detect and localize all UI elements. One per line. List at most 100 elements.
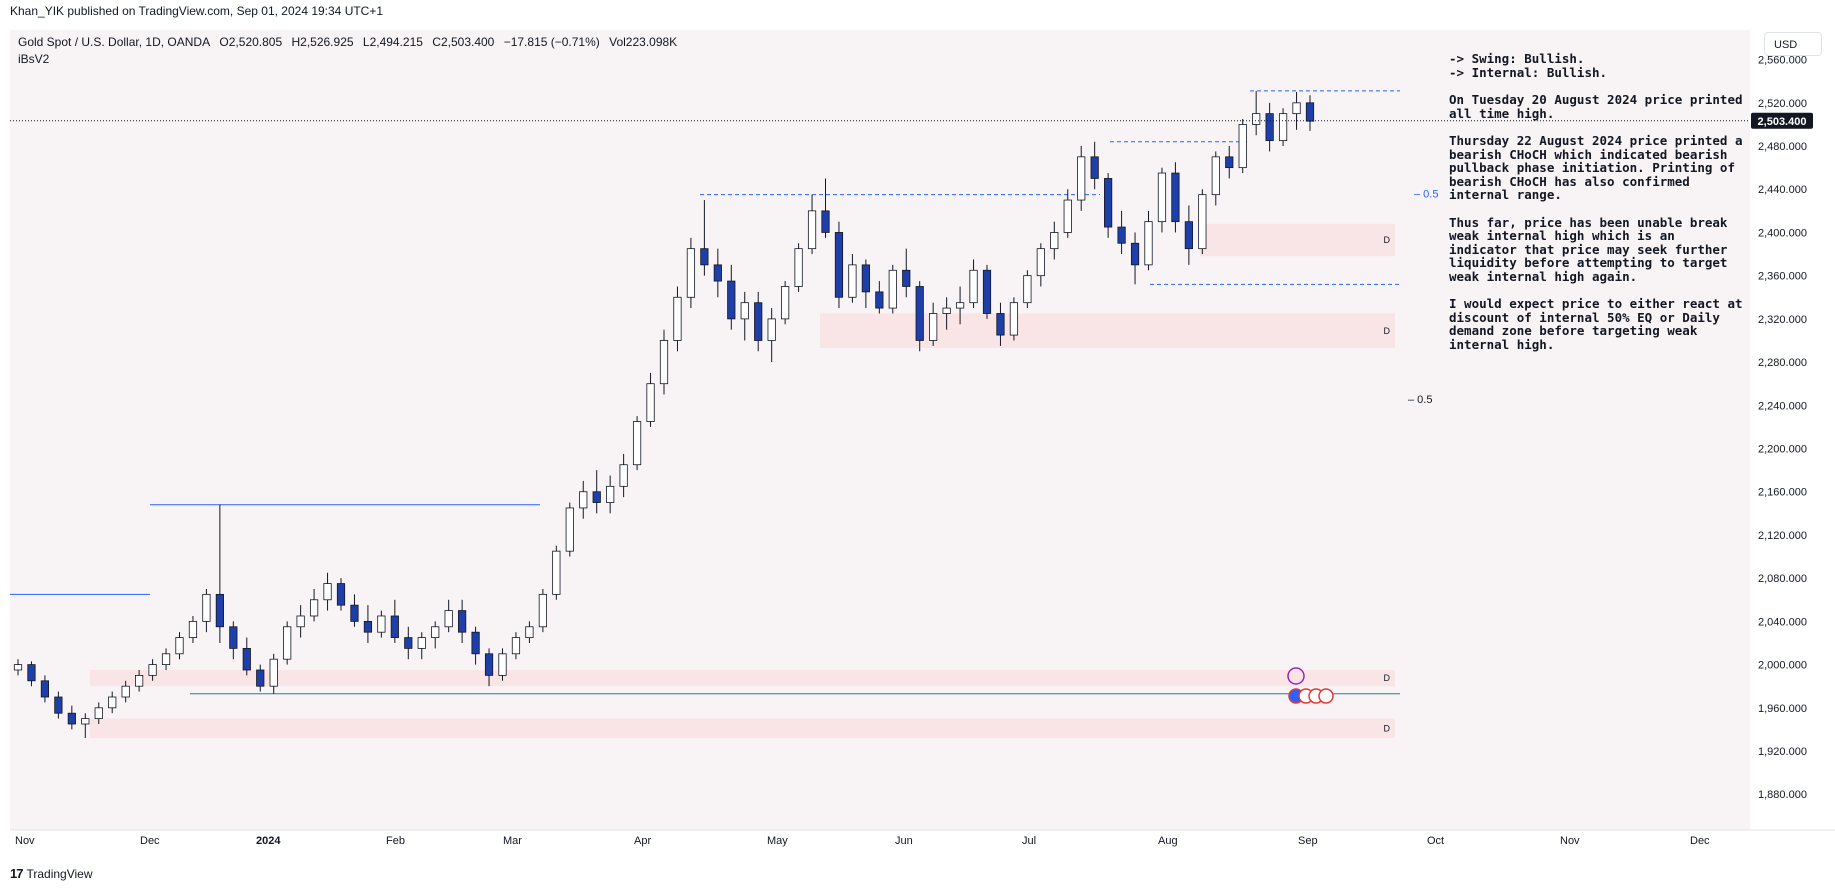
candle[interactable] — [390, 615, 399, 638]
candle[interactable] — [188, 620, 198, 638]
candle[interactable] — [982, 269, 992, 314]
candle[interactable] — [54, 696, 63, 714]
candle[interactable] — [727, 280, 736, 320]
candle[interactable] — [807, 210, 817, 250]
candle[interactable] — [915, 286, 924, 341]
price-chart[interactable]: D D D D – 0.5 – 0.5 2,503.400 1,880.000 1,920.00… — [10, 30, 1835, 856]
candle[interactable] — [1063, 199, 1072, 233]
candle[interactable] — [13, 664, 23, 671]
candle[interactable] — [417, 637, 426, 649]
candle[interactable] — [1171, 172, 1180, 223]
candle[interactable] — [525, 626, 534, 638]
candle[interactable] — [659, 340, 669, 385]
candle[interactable] — [1252, 113, 1261, 125]
candle[interactable] — [1292, 102, 1301, 115]
chart-area[interactable]: D D D D – 0.5 – 0.5 2,503.400 1,880.000 1,920.00… — [10, 30, 1835, 856]
candle[interactable] — [1198, 194, 1207, 250]
candle[interactable] — [336, 583, 346, 606]
candle[interactable] — [996, 313, 1005, 336]
candle[interactable] — [619, 464, 628, 487]
candle[interactable] — [1305, 102, 1315, 122]
candle[interactable] — [686, 248, 696, 298]
candle[interactable] — [377, 615, 386, 633]
candle[interactable] — [1050, 232, 1059, 250]
candle[interactable] — [363, 620, 373, 633]
candle[interactable] — [1090, 156, 1099, 179]
candle[interactable] — [781, 286, 790, 320]
candle[interactable] — [861, 264, 870, 293]
candle[interactable] — [1265, 113, 1274, 142]
candle[interactable] — [148, 664, 157, 676]
candle[interactable] — [404, 637, 413, 649]
candle[interactable] — [1225, 156, 1234, 169]
candle[interactable] — [215, 593, 224, 628]
candle[interactable] — [1144, 221, 1153, 266]
candle[interactable] — [1077, 156, 1086, 201]
candle[interactable] — [565, 507, 574, 552]
candle[interactable] — [713, 264, 722, 282]
candle[interactable] — [821, 210, 830, 233]
candle[interactable] — [283, 626, 292, 660]
candle[interactable] — [27, 664, 36, 682]
candle[interactable] — [942, 307, 951, 314]
candle[interactable] — [108, 696, 117, 709]
indicator-label[interactable]: iBsV2 — [18, 52, 50, 66]
candle[interactable] — [848, 264, 857, 298]
candle[interactable] — [955, 302, 965, 309]
candle[interactable] — [309, 599, 319, 617]
candle[interactable] — [1211, 156, 1220, 196]
candle[interactable] — [350, 604, 359, 622]
candle[interactable] — [484, 653, 494, 676]
candle[interactable] — [754, 302, 763, 341]
candle[interactable] — [202, 593, 211, 622]
tradingview-logo[interactable]: 17 TradingView — [10, 866, 93, 881]
candle[interactable] — [969, 269, 978, 304]
candle[interactable] — [740, 302, 749, 320]
lightning-event-icon[interactable] — [1287, 667, 1305, 685]
candle[interactable] — [579, 491, 588, 509]
candle[interactable] — [1130, 242, 1140, 266]
candle[interactable] — [767, 318, 776, 341]
candle[interactable] — [81, 718, 90, 725]
candle[interactable] — [94, 707, 103, 720]
candle[interactable] — [511, 637, 521, 655]
candle[interactable] — [902, 269, 911, 287]
candle[interactable] — [888, 269, 897, 309]
candle[interactable] — [135, 674, 144, 687]
candle[interactable] — [323, 583, 332, 601]
candle[interactable] — [1278, 113, 1288, 142]
candle[interactable] — [269, 658, 278, 687]
candle[interactable] — [1238, 124, 1247, 169]
candle[interactable] — [606, 485, 615, 503]
candle[interactable] — [1157, 172, 1167, 223]
candle[interactable] — [471, 631, 480, 655]
candle[interactable] — [794, 248, 803, 287]
candle[interactable] — [1117, 226, 1126, 244]
candle[interactable] — [646, 383, 655, 422]
candle[interactable] — [673, 296, 682, 341]
candle[interactable] — [444, 610, 453, 628]
candle[interactable] — [1036, 248, 1045, 277]
candle[interactable] — [1023, 275, 1032, 304]
candle[interactable] — [67, 712, 76, 725]
candle[interactable] — [296, 615, 305, 628]
candle[interactable] — [700, 248, 709, 266]
candle[interactable] — [40, 680, 50, 698]
candle[interactable] — [1104, 178, 1113, 228]
candle[interactable] — [458, 610, 467, 633]
candle[interactable] — [834, 232, 844, 298]
symbol-name[interactable]: Gold Spot / U.S. Dollar, 1D, OANDA — [18, 35, 211, 49]
candle[interactable] — [229, 626, 238, 649]
candle[interactable] — [121, 685, 130, 698]
candle[interactable] — [161, 653, 171, 665]
candle[interactable] — [875, 291, 884, 309]
candle[interactable] — [632, 421, 642, 466]
candle[interactable] — [256, 669, 265, 687]
candle[interactable] — [242, 647, 251, 671]
candle[interactable] — [552, 550, 561, 595]
economic-event-icon[interactable] — [1318, 688, 1334, 704]
candle[interactable] — [498, 653, 507, 676]
currency-button[interactable]: USD — [1764, 32, 1822, 56]
candle[interactable] — [1009, 302, 1019, 336]
candle[interactable] — [592, 491, 601, 503]
